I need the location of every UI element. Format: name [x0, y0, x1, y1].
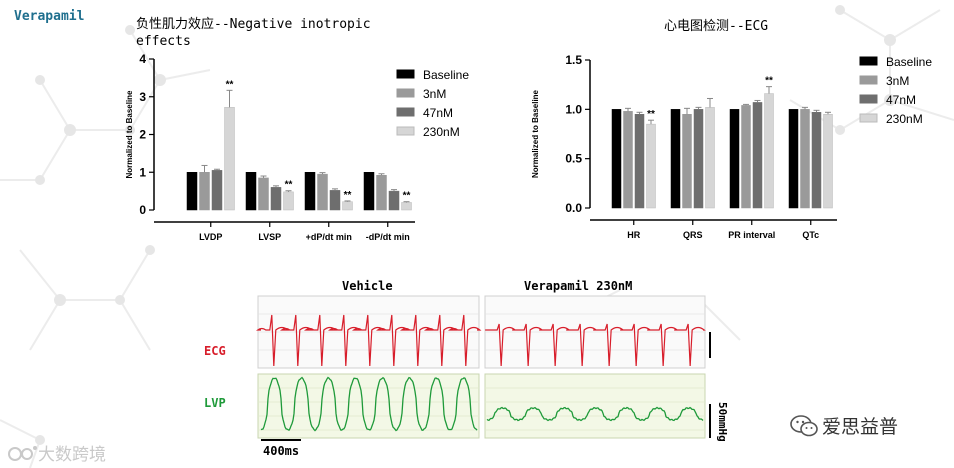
y-tick-label: 1.5: [565, 53, 582, 67]
wechat-badge: 爱思益普: [790, 412, 898, 439]
legend-swatch: [396, 69, 415, 79]
significance-label: **: [403, 191, 411, 202]
bar: [682, 114, 692, 209]
bar: [670, 109, 681, 209]
bar: [752, 102, 763, 209]
y-tick-label: 0.5: [565, 152, 582, 166]
legend-label: 3nM: [886, 74, 909, 88]
y-tick-label: 1: [139, 165, 146, 179]
x-tick-label: PR interval: [728, 230, 775, 240]
x-tick-label: +dP/dt min: [306, 232, 352, 242]
bar: [705, 107, 715, 209]
bar: [800, 109, 810, 209]
bar: [283, 191, 294, 211]
bar: [646, 123, 656, 209]
lvp-trace-label: LVP: [204, 396, 226, 410]
significance-label: **: [647, 109, 655, 120]
bar: [611, 109, 622, 209]
legend-swatch: [859, 56, 878, 66]
bar: [317, 173, 328, 211]
significance-label: **: [765, 76, 773, 87]
significance-label: **: [226, 79, 234, 90]
bar: [304, 172, 316, 211]
physiology-traces: [255, 295, 711, 441]
legend-label: Baseline: [886, 55, 932, 69]
bar: [634, 114, 645, 209]
chart-title-ecg: 心电图检测--ECG: [664, 19, 769, 34]
bar: [729, 109, 740, 209]
y-tick-label: 3: [139, 90, 146, 104]
bar: [693, 109, 704, 209]
chart-ecg: 0.0 0.5 1.0 1.5 Normalized to Baseline HR QRS P…: [531, 53, 932, 240]
chart-inotropic: 0 1 2 3 4 Normalized to Baseline LVDP LVSP +dP/d…: [125, 52, 469, 242]
bar: [270, 187, 282, 211]
lvp-trace-vehicle: [260, 376, 478, 432]
bar: [224, 107, 235, 211]
bar: [788, 109, 799, 209]
bar: [186, 172, 198, 211]
watermark-logo-icon: [8, 446, 37, 461]
y-tick-label: 4: [139, 52, 146, 66]
legend-swatch: [396, 88, 415, 98]
significance-label: **: [344, 190, 352, 201]
legend-label: Baseline: [423, 68, 469, 82]
bar: [376, 175, 387, 211]
bar: [401, 202, 412, 211]
legend-swatch: [859, 113, 878, 123]
bar: [741, 105, 751, 209]
bar: [811, 112, 822, 209]
x-tick-label: HR: [627, 230, 640, 240]
watermark-text: 大数跨境: [38, 445, 106, 465]
bar: [258, 177, 269, 211]
bar: [764, 93, 774, 209]
bar: [199, 172, 210, 211]
bar: [823, 114, 833, 209]
y-axis-label: Normalized to Baseline: [531, 89, 540, 178]
y-tick-label: 1.0: [565, 102, 582, 116]
legend-swatch: [859, 75, 878, 85]
bar: [342, 201, 353, 211]
legend-label: 47nM: [423, 106, 453, 120]
legend-swatch: [396, 107, 415, 117]
trace-title-vehicle: Vehicle: [342, 279, 393, 293]
y-axis-label: Normalized to Baseline: [125, 90, 134, 179]
ecg-trace-label: ECG: [204, 344, 226, 358]
x-tick-label: -dP/dt min: [366, 232, 410, 242]
wechat-account-name: 爱思益普: [822, 416, 899, 438]
legend-label: 230nM: [886, 112, 923, 126]
wechat-icon: [790, 415, 818, 437]
ecg-trace-vehicle: [255, 314, 482, 367]
legend-swatch: [859, 94, 878, 104]
trace-title-verapamil: Verapamil 230nM: [524, 279, 633, 293]
legend-swatch: [396, 126, 415, 136]
x-tick-label: QTc: [802, 230, 819, 240]
x-tick-label: LVSP: [258, 232, 281, 242]
legend-label: 47nM: [886, 93, 916, 107]
time-scale-label: 400ms: [263, 444, 300, 458]
y-tick-label: 0: [139, 203, 146, 217]
bar: [623, 111, 633, 209]
bar: [388, 190, 400, 211]
bar: [363, 172, 375, 211]
legend-label: 230nM: [423, 125, 460, 139]
chart-title-inotropic: 负性肌力效应--Negative inotropic effects: [136, 17, 371, 49]
bar: [329, 190, 341, 211]
legend-label: 3nM: [423, 87, 446, 101]
watermark: 大数跨境: [8, 440, 106, 465]
ecg-trace-verapamil: [485, 323, 706, 367]
lvp-trace-verapamil: [486, 406, 704, 422]
significance-label: **: [285, 180, 293, 191]
y-tick-label: 2: [139, 128, 146, 142]
x-tick-label: LVDP: [199, 232, 222, 242]
y-tick-label: 0.0: [565, 201, 582, 215]
slide-title: Verapamil: [14, 9, 85, 24]
bar: [245, 172, 257, 211]
bar: [211, 170, 223, 211]
x-tick-label: QRS: [683, 230, 703, 240]
